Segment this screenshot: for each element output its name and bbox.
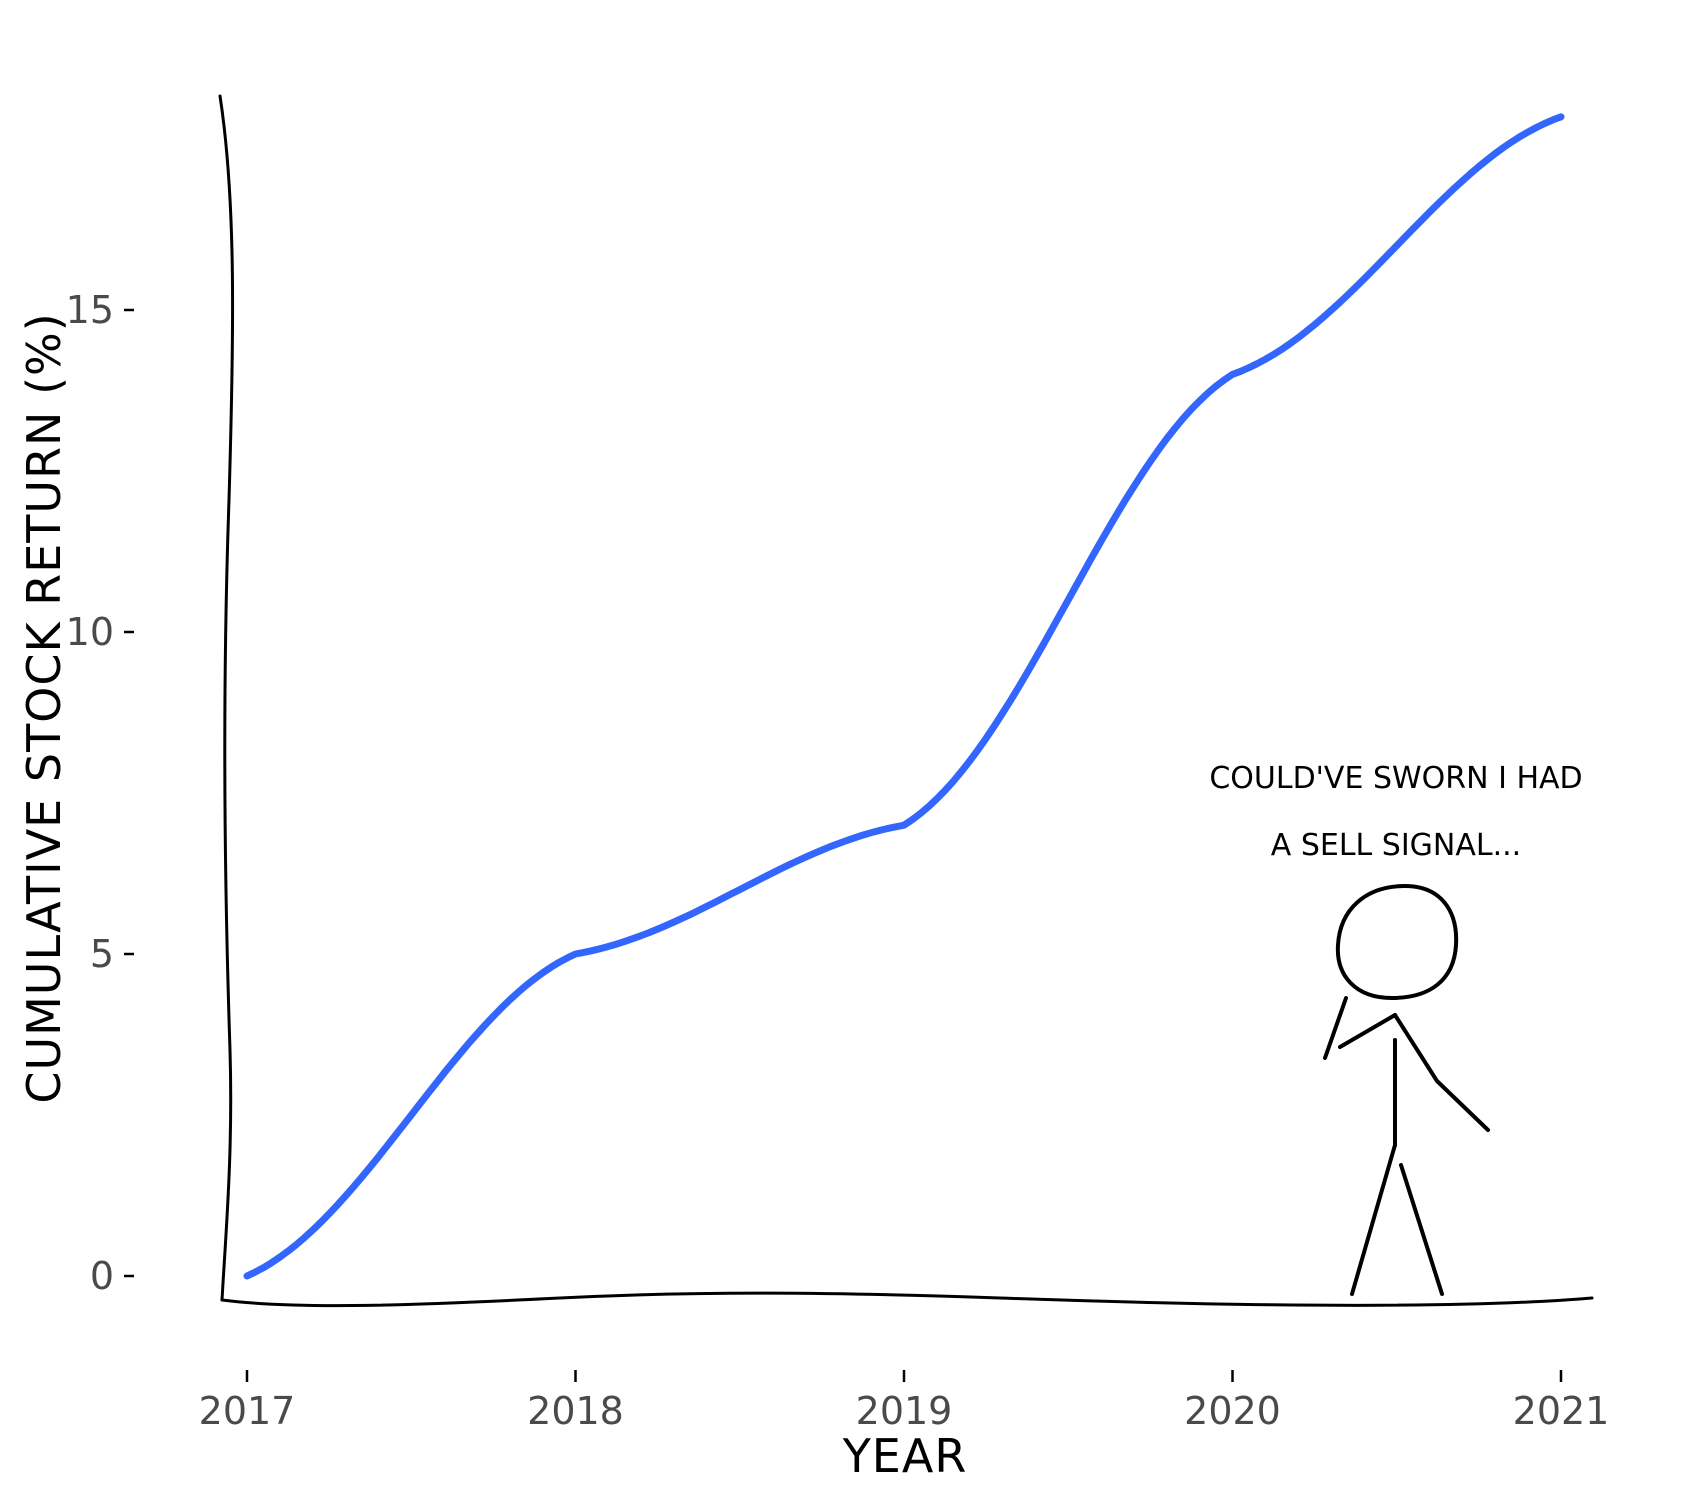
x-tick-label: 2017 bbox=[199, 1389, 296, 1433]
x-tick-label: 2021 bbox=[1513, 1389, 1610, 1433]
series-layer bbox=[243, 113, 1565, 1280]
series-line bbox=[243, 113, 1565, 1280]
annotation-line-1: COULD'VE SWORN I HAD bbox=[1209, 761, 1582, 796]
y-tick-label: 5 bbox=[90, 932, 114, 976]
stick-figure-leg-right bbox=[1399, 1163, 1444, 1296]
x-tick-label: 2020 bbox=[1184, 1389, 1281, 1433]
annotation-line-2: A SELL SIGNAL... bbox=[1271, 828, 1521, 863]
y-axis-line bbox=[218, 94, 235, 1302]
y-tick-label: 10 bbox=[66, 610, 114, 654]
y-axis-ticks: 0 5 10 15 bbox=[66, 288, 134, 1298]
stick-figure-arm-raised bbox=[1338, 1013, 1397, 1049]
y-axis-title: CUMULATIVE STOCK RETURN (%) bbox=[17, 312, 71, 1103]
stick-figure-hand bbox=[1323, 996, 1348, 1060]
stick-figure-head bbox=[1335, 884, 1459, 1000]
y-tick-label: 0 bbox=[90, 1254, 114, 1298]
x-axis-ticks: 2017 2018 2019 2020 2021 bbox=[199, 1370, 1610, 1433]
x-axis-line bbox=[220, 1291, 1594, 1308]
y-tick-label: 15 bbox=[66, 288, 114, 332]
x-tick-label: 2018 bbox=[527, 1389, 624, 1433]
x-tick-label: 2019 bbox=[856, 1389, 953, 1433]
stick-figure-leg-left bbox=[1350, 1143, 1397, 1296]
stick-figure-arm-down bbox=[1393, 1013, 1490, 1132]
stick-figure-illustration bbox=[1323, 884, 1490, 1296]
x-axis-title: YEAR bbox=[842, 1429, 968, 1483]
